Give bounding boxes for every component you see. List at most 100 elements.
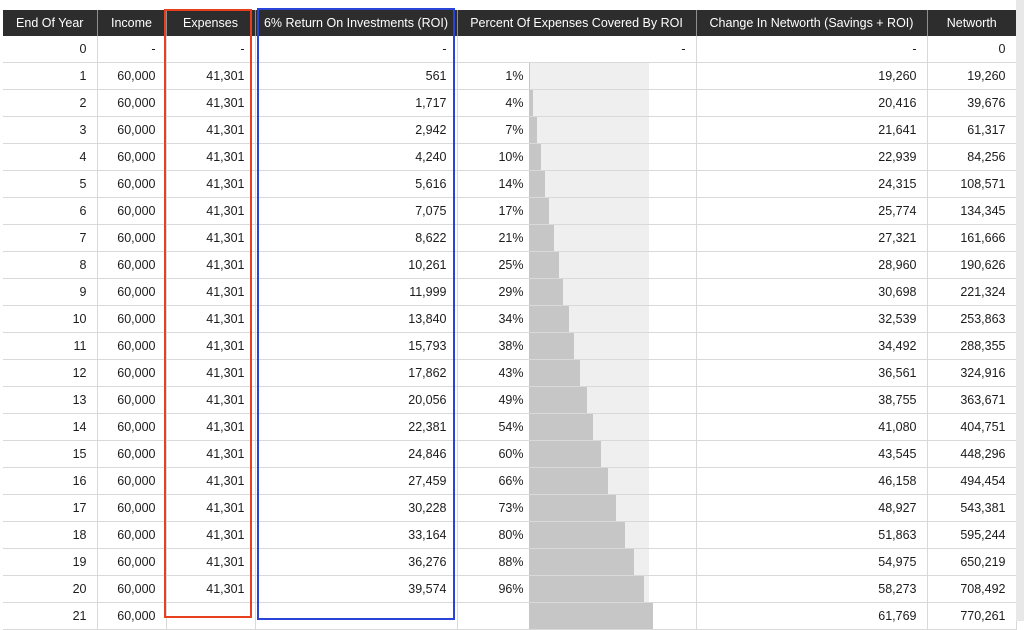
cell-roi[interactable]: 7,075 [255,197,458,225]
cell-income[interactable]: - [97,36,167,63]
cell-income[interactable]: 60,000 [97,413,167,441]
cell-year[interactable]: 4 [3,143,98,171]
cell-pct[interactable]: 34% [457,305,697,333]
cell-roi[interactable]: 27,459 [255,467,458,495]
cell-year[interactable]: 9 [3,278,98,306]
cell-income[interactable]: 60,000 [97,197,167,225]
cell-change[interactable]: 36,561 [696,359,928,387]
cell-roi[interactable]: 8,622 [255,224,458,252]
cell-networth[interactable]: 134,345 [927,197,1017,225]
cell-change[interactable]: 32,539 [696,305,928,333]
cell-pct[interactable]: 14% [457,170,697,198]
cell-expenses[interactable] [166,602,256,630]
cell-expenses[interactable]: 41,301 [166,575,256,603]
cell-income[interactable]: 60,000 [97,575,167,603]
cell-networth[interactable]: 190,626 [927,251,1017,279]
cell-year[interactable]: 0 [3,36,98,63]
cell-income[interactable]: 60,000 [97,467,167,495]
cell-expenses[interactable]: 41,301 [166,62,256,90]
cell-roi[interactable]: 33,164 [255,521,458,549]
cell-roi[interactable]: 11,999 [255,278,458,306]
cell-roi[interactable]: 13,840 [255,305,458,333]
cell-networth[interactable]: 61,317 [927,116,1017,144]
cell-change[interactable]: 43,545 [696,440,928,468]
cell-roi[interactable]: 2,942 [255,116,458,144]
cell-pct[interactable]: - [457,36,697,63]
cell-networth[interactable]: 650,219 [927,548,1017,576]
cell-year[interactable]: 20 [3,575,98,603]
cell-pct[interactable]: 4% [457,89,697,117]
cell-change[interactable]: 25,774 [696,197,928,225]
cell-income[interactable]: 60,000 [97,278,167,306]
cell-year[interactable]: 19 [3,548,98,576]
cell-networth[interactable]: 0 [927,36,1017,63]
cell-income[interactable]: 60,000 [97,359,167,387]
cell-year[interactable]: 21 [3,602,98,630]
cell-pct[interactable]: 1% [457,62,697,90]
cell-year[interactable]: 13 [3,386,98,414]
cell-change[interactable]: 38,755 [696,386,928,414]
cell-expenses[interactable]: 41,301 [166,305,256,333]
cell-change[interactable]: - [696,36,928,63]
cell-expenses[interactable]: 41,301 [166,521,256,549]
cell-roi[interactable]: 36,276 [255,548,458,576]
cell-income[interactable]: 60,000 [97,143,167,171]
cell-networth[interactable]: 363,671 [927,386,1017,414]
cell-income[interactable]: 60,000 [97,116,167,144]
cell-year[interactable]: 16 [3,467,98,495]
cell-pct[interactable]: 60% [457,440,697,468]
cell-income[interactable]: 60,000 [97,548,167,576]
cell-roi[interactable]: 17,862 [255,359,458,387]
cell-income[interactable]: 60,000 [97,602,167,630]
cell-networth[interactable]: 19,260 [927,62,1017,90]
cell-year[interactable]: 3 [3,116,98,144]
cell-pct[interactable]: 54% [457,413,697,441]
cell-change[interactable]: 41,080 [696,413,928,441]
cell-year[interactable]: 1 [3,62,98,90]
cell-roi[interactable]: 561 [255,62,458,90]
cell-change[interactable]: 46,158 [696,467,928,495]
cell-change[interactable]: 30,698 [696,278,928,306]
column-header-pct[interactable]: Percent Of Expenses Covered By ROI [457,10,697,36]
cell-change[interactable]: 34,492 [696,332,928,360]
cell-income[interactable]: 60,000 [97,89,167,117]
cell-year[interactable]: 12 [3,359,98,387]
cell-year[interactable]: 10 [3,305,98,333]
cell-roi[interactable]: 15,793 [255,332,458,360]
cell-pct[interactable]: 66% [457,467,697,495]
cell-roi[interactable]: 5,616 [255,170,458,198]
cell-income[interactable]: 60,000 [97,305,167,333]
cell-pct[interactable]: 73% [457,494,697,522]
cell-change[interactable]: 48,927 [696,494,928,522]
cell-networth[interactable]: 448,296 [927,440,1017,468]
cell-year[interactable]: 17 [3,494,98,522]
cell-change[interactable]: 27,321 [696,224,928,252]
cell-expenses[interactable]: 41,301 [166,197,256,225]
cell-expenses[interactable]: 41,301 [166,278,256,306]
cell-expenses[interactable]: 41,301 [166,116,256,144]
cell-roi[interactable] [255,602,458,630]
cell-networth[interactable]: 253,863 [927,305,1017,333]
cell-networth[interactable]: 324,916 [927,359,1017,387]
cell-year[interactable]: 5 [3,170,98,198]
cell-income[interactable]: 60,000 [97,251,167,279]
cell-change[interactable]: 24,315 [696,170,928,198]
cell-pct[interactable]: 96% [457,575,697,603]
column-header-change[interactable]: Change In Networth (Savings + ROI) [696,10,928,36]
cell-income[interactable]: 60,000 [97,224,167,252]
cell-expenses[interactable]: 41,301 [166,332,256,360]
cell-year[interactable]: 11 [3,332,98,360]
cell-expenses[interactable]: 41,301 [166,170,256,198]
cell-expenses[interactable]: 41,301 [166,89,256,117]
cell-expenses[interactable]: 41,301 [166,548,256,576]
cell-year[interactable]: 2 [3,89,98,117]
cell-change[interactable]: 58,273 [696,575,928,603]
cell-roi[interactable]: 4,240 [255,143,458,171]
cell-expenses[interactable]: 41,301 [166,251,256,279]
cell-expenses[interactable]: 41,301 [166,413,256,441]
cell-networth[interactable]: 595,244 [927,521,1017,549]
cell-pct[interactable] [457,602,697,630]
column-header-networth[interactable]: Networth [927,10,1016,36]
cell-roi[interactable]: 22,381 [255,413,458,441]
cell-pct[interactable]: 43% [457,359,697,387]
